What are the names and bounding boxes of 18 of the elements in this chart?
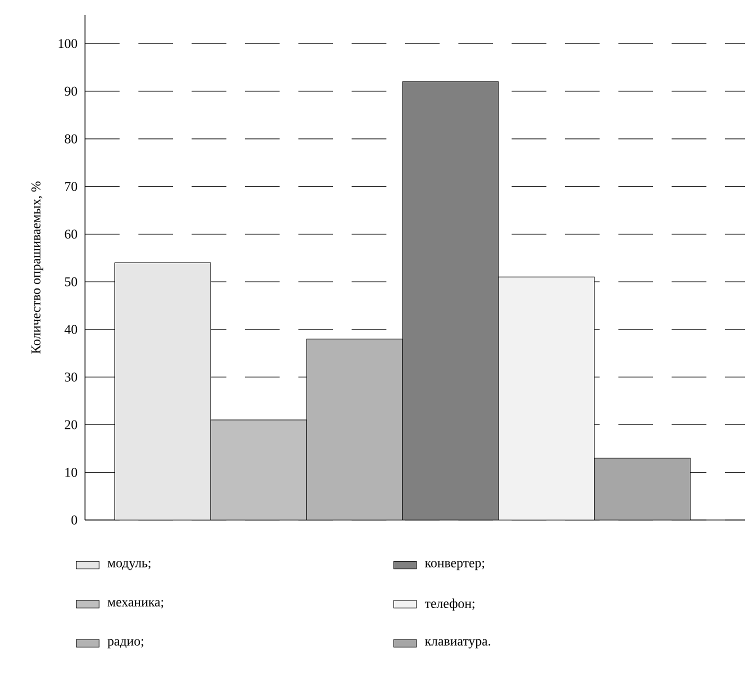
y-tick-label: 0 [71, 516, 78, 524]
y-tick-label: 20 [64, 420, 78, 430]
y-tick-label: 40 [64, 324, 78, 334]
legend-label: клавиатура. [424, 639, 490, 648]
legend-label: конвертер; [424, 560, 484, 570]
legend-label: модуль; [108, 560, 150, 570]
y-axis-title: Количество опрашиваемых, % [31, 181, 44, 354]
y-tick-label: 50 [65, 277, 78, 286]
y-tick-label: 70 [65, 182, 78, 191]
y-tick-label: 90 [64, 86, 78, 96]
legend-label: механика; [108, 600, 164, 608]
y-tick-label: 10 [65, 468, 78, 477]
y-tick-label: 30 [64, 372, 78, 382]
y-tick-label: 100 [58, 39, 78, 48]
y-tick-label: 80 [64, 134, 78, 144]
y-tick-label: 60 [64, 230, 78, 239]
legend-label: радио; [108, 639, 144, 648]
legend-label: телефон; [424, 598, 474, 611]
